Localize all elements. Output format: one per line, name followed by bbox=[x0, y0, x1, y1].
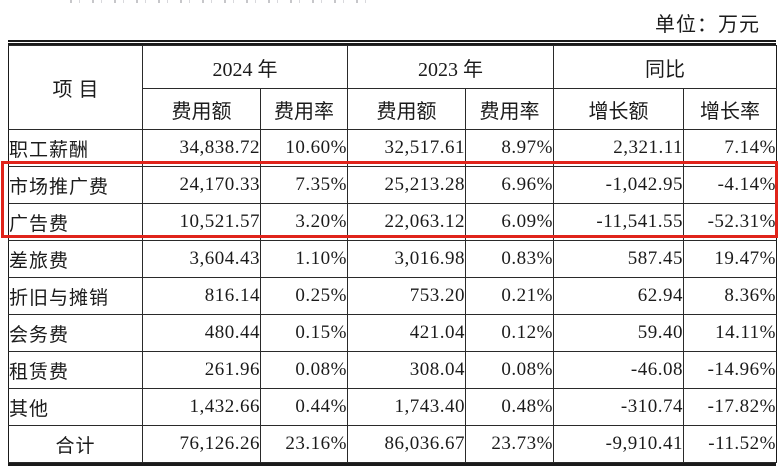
cell-rate-2023: 0.12% bbox=[465, 314, 554, 352]
cell-growth-rate: 19.47% bbox=[683, 240, 777, 278]
cell-amount-2023: 1,743.40 bbox=[347, 388, 466, 426]
cell-rate-2024: 7.35% bbox=[260, 166, 348, 204]
cell-growth-amount: -46.08 bbox=[553, 351, 684, 389]
cell-growth-amount: -9,910.41 bbox=[553, 425, 684, 463]
expense-table-wrapper: 项目 2024 年 2023 年 同比 费用额 费用率 费用额 费用率 增长额 … bbox=[8, 40, 777, 466]
cell-amount-2023: 753.20 bbox=[347, 277, 466, 315]
cell-growth-rate: 8.36% bbox=[683, 277, 777, 315]
cell-item: 市场推广费 bbox=[8, 166, 143, 204]
cell-amount-2023: 32,517.61 bbox=[347, 129, 466, 167]
header-group-yoy: 同比 bbox=[553, 45, 777, 89]
table-row: 差旅费 3,604.43 1.10% 3,016.98 0.83% 587.45 19.47… bbox=[8, 240, 777, 278]
table-row-total: 合计 76,126.26 23.16% 86,036.67 23.73% -9,910.4… bbox=[8, 425, 777, 463]
cell-item: 差旅费 bbox=[8, 240, 143, 278]
cell-rate-2023: 23.73% bbox=[465, 425, 554, 463]
cell-amount-2024: 816.14 bbox=[142, 277, 261, 315]
cell-rate-2023: 6.96% bbox=[465, 166, 554, 204]
header-group-2023: 2023 年 bbox=[347, 45, 554, 89]
cell-rate-2023: 8.97% bbox=[465, 129, 554, 167]
cell-item: 职工薪酬 bbox=[8, 129, 143, 167]
table-row: 广告费 10,521.57 3.20% 22,063.12 6.09% -11,541.5… bbox=[8, 203, 777, 241]
cell-growth-rate: 7.14% bbox=[683, 129, 777, 167]
cell-amount-2024: 34,838.72 bbox=[142, 129, 261, 167]
cell-rate-2024: 0.08% bbox=[260, 351, 348, 389]
table-header: 项目 2024 年 2023 年 同比 费用额 费用率 费用额 费用率 增长额 … bbox=[8, 45, 777, 130]
cell-growth-amount: -310.74 bbox=[553, 388, 684, 426]
cell-amount-2024: 3,604.43 bbox=[142, 240, 261, 278]
cell-amount-2023: 86,036.67 bbox=[347, 425, 466, 463]
header-group-2024: 2024 年 bbox=[142, 45, 348, 89]
cell-growth-amount: -1,042.95 bbox=[553, 166, 684, 204]
cell-amount-2024: 480.44 bbox=[142, 314, 261, 352]
cell-item: 折旧与摊销 bbox=[8, 277, 143, 315]
cell-rate-2023: 6.09% bbox=[465, 203, 554, 241]
header-growth-rate: 增长率 bbox=[683, 88, 777, 130]
cell-growth-rate: -14.96% bbox=[683, 351, 777, 389]
table-row: 市场推广费 24,170.33 7.35% 25,213.28 6.96% -1,042.… bbox=[8, 166, 777, 204]
cell-growth-amount: 587.45 bbox=[553, 240, 684, 278]
table-row: 折旧与摊销 816.14 0.25% 753.20 0.21% 62.94 8.36% bbox=[8, 277, 777, 315]
header-item: 项目 bbox=[8, 45, 143, 130]
cell-amount-2023: 421.04 bbox=[347, 314, 466, 352]
cell-growth-rate: -17.82% bbox=[683, 388, 777, 426]
cell-rate-2024: 0.44% bbox=[260, 388, 348, 426]
cell-amount-2024: 10,521.57 bbox=[142, 203, 261, 241]
cell-item: 会务费 bbox=[8, 314, 143, 352]
cell-rate-2024: 3.20% bbox=[260, 203, 348, 241]
cell-rate-2024: 23.16% bbox=[260, 425, 348, 463]
cell-amount-2023: 3,016.98 bbox=[347, 240, 466, 278]
cell-rate-2024: 0.25% bbox=[260, 277, 348, 315]
cell-item: 合计 bbox=[8, 425, 143, 463]
table-row: 租赁费 261.96 0.08% 308.04 0.08% -46.08 -14.96% bbox=[8, 351, 777, 389]
cell-rate-2023: 0.83% bbox=[465, 240, 554, 278]
header-amount-2024: 费用额 bbox=[142, 88, 261, 130]
cell-amount-2023: 25,213.28 bbox=[347, 166, 466, 204]
table-row: 其他 1,432.66 0.44% 1,743.40 0.48% -310.74 -17.8… bbox=[8, 388, 777, 426]
table-body: 职工薪酬 34,838.72 10.60% 32,517.61 8.97% 2,321.1… bbox=[8, 129, 777, 463]
cell-amount-2024: 24,170.33 bbox=[142, 166, 261, 204]
cell-growth-amount: 2,321.11 bbox=[553, 129, 684, 167]
cell-growth-amount: -11,541.55 bbox=[553, 203, 684, 241]
cell-item: 广告费 bbox=[8, 203, 143, 241]
table-row: 会务费 480.44 0.15% 421.04 0.12% 59.40 14.11% bbox=[8, 314, 777, 352]
cell-rate-2024: 10.60% bbox=[260, 129, 348, 167]
cell-growth-rate: 14.11% bbox=[683, 314, 777, 352]
unit-label: 单位：万元 bbox=[655, 14, 760, 36]
cell-amount-2023: 22,063.12 bbox=[347, 203, 466, 241]
cell-item: 其他 bbox=[8, 388, 143, 426]
expense-table: 项目 2024 年 2023 年 同比 费用额 费用率 费用额 费用率 增长额 … bbox=[8, 45, 777, 463]
cell-rate-2023: 0.08% bbox=[465, 351, 554, 389]
cell-amount-2024: 1,432.66 bbox=[142, 388, 261, 426]
cell-growth-amount: 59.40 bbox=[553, 314, 684, 352]
cell-growth-amount: 62.94 bbox=[553, 277, 684, 315]
cell-rate-2023: 0.21% bbox=[465, 277, 554, 315]
cell-growth-rate: -4.14% bbox=[683, 166, 777, 204]
cell-growth-rate: -11.52% bbox=[683, 425, 777, 463]
cell-amount-2023: 308.04 bbox=[347, 351, 466, 389]
header-amount-2023: 费用额 bbox=[347, 88, 466, 130]
cell-rate-2023: 0.48% bbox=[465, 388, 554, 426]
cell-amount-2024: 76,126.26 bbox=[142, 425, 261, 463]
header-rate-2023: 费用率 bbox=[465, 88, 554, 130]
cell-item: 租赁费 bbox=[8, 351, 143, 389]
cell-growth-rate: -52.31% bbox=[683, 203, 777, 241]
table-row: 职工薪酬 34,838.72 10.60% 32,517.61 8.97% 2,321.1… bbox=[8, 129, 777, 167]
cropped-title-remnant bbox=[70, 0, 370, 3]
cell-amount-2024: 261.96 bbox=[142, 351, 261, 389]
cell-rate-2024: 1.10% bbox=[260, 240, 348, 278]
header-growth-amount: 增长额 bbox=[553, 88, 684, 130]
header-rate-2024: 费用率 bbox=[260, 88, 348, 130]
cell-rate-2024: 0.15% bbox=[260, 314, 348, 352]
